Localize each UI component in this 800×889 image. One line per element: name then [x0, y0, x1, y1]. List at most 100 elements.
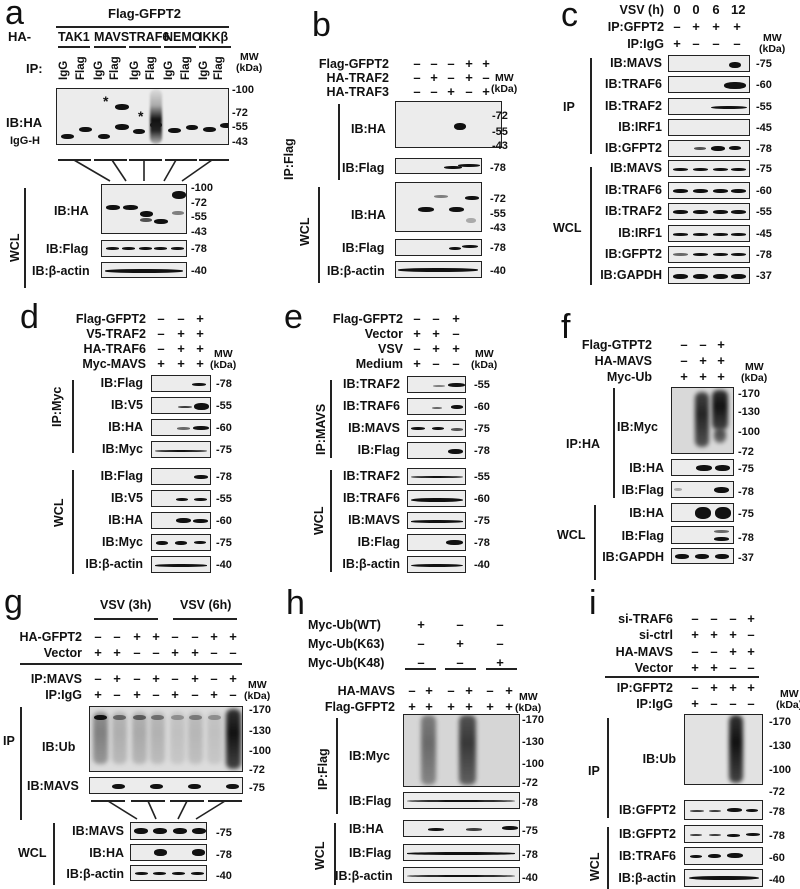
blot-label: IB:Flag: [349, 846, 392, 860]
ubiquitin-smear: [170, 712, 185, 764]
wcl-blot: [668, 225, 750, 242]
ip-blot-ib-ha: [671, 459, 734, 476]
mw-marker: -100: [738, 426, 761, 438]
condition-sign: –: [699, 337, 707, 352]
condition-sign: +: [486, 699, 494, 714]
ip-blot: [668, 55, 750, 72]
protein-band: [675, 554, 689, 559]
wcl-blot: [668, 267, 750, 284]
condition-sign: –: [413, 70, 421, 85]
protein-band: [192, 383, 206, 386]
mw-marker: -37: [756, 270, 772, 282]
condition-sign: –: [430, 56, 438, 71]
ip-blot: [668, 98, 750, 115]
condition-sign: +: [413, 356, 421, 371]
blot-label: IB:Flag: [621, 483, 664, 497]
blot-label: IB:TRAF2: [343, 377, 400, 391]
condition-label: HA-MAVS: [337, 684, 395, 698]
condition-sign: –: [229, 645, 237, 660]
protein-band: [79, 127, 92, 132]
blot-label: IB:V5: [111, 491, 143, 505]
condition-sign: –: [729, 611, 737, 626]
panel-label-h: h: [286, 584, 305, 622]
mw-marker: -170: [769, 716, 792, 728]
protein-band: [449, 247, 461, 250]
condition-sign: –: [94, 629, 102, 644]
construct-label: IKKβ: [199, 30, 229, 44]
ip-blot: [407, 442, 466, 459]
mw-unit: (kDa): [471, 359, 498, 371]
condition-sign: +: [133, 629, 141, 644]
condition-sign: +: [113, 645, 121, 660]
condition-sign: +: [712, 19, 720, 34]
protein-band: [713, 253, 728, 256]
divider-line: [20, 663, 242, 665]
condition-label: IP:IgG: [636, 697, 673, 711]
bracket-line: [330, 470, 332, 572]
bracket-line: [338, 104, 340, 180]
condition-sign: –: [496, 636, 504, 651]
protein-band: [690, 855, 702, 858]
protein-band: [186, 125, 198, 130]
protein-band: [731, 253, 746, 256]
protein-band: [715, 554, 729, 559]
condition-sign: +: [465, 70, 473, 85]
mw-marker: -78: [522, 849, 538, 861]
condition-sign: +: [456, 636, 464, 651]
protein-band: [454, 123, 466, 130]
protein-band: [155, 564, 207, 567]
mw-header: MW: [214, 348, 233, 360]
wcl-blot-ib-ha: [101, 184, 187, 234]
protein-band: [724, 82, 746, 89]
mw-marker: -78: [216, 849, 232, 861]
blot-label: IB:HA: [351, 122, 386, 136]
ip-label: IP:Flag: [316, 748, 330, 790]
protein-band: [194, 475, 208, 479]
protein-band: [451, 405, 463, 409]
mw-unit: (kDa): [491, 83, 518, 95]
condition-sign: –: [171, 671, 179, 686]
condition-sign: –: [94, 671, 102, 686]
mw-marker: -78: [191, 243, 207, 255]
construct-label: MAVS: [94, 30, 130, 44]
condition-sign: +: [133, 687, 141, 702]
mw-unit: (kDa): [236, 62, 263, 74]
protein-band: [123, 205, 138, 210]
mw-marker: -170: [738, 388, 761, 400]
mw-marker: -72: [522, 777, 538, 789]
condition-sign: +: [447, 699, 455, 714]
condition-sign: +: [408, 699, 416, 714]
condition-sign: –: [157, 326, 165, 341]
condition-sign: +: [717, 353, 725, 368]
time-group-label: VSV (6h): [180, 598, 232, 612]
blot-label: IB:β-actin: [327, 264, 385, 278]
condition-sign: 0: [673, 2, 681, 17]
blot-label: IB:Flag: [342, 241, 385, 255]
condition-sign: +: [432, 326, 440, 341]
mw-marker: -78: [216, 378, 232, 390]
condition-sign: +: [210, 629, 218, 644]
wcl-blot: [668, 246, 750, 263]
bracket-line: [607, 718, 609, 818]
mw-marker: -130: [738, 406, 761, 418]
wcl-blot-ib-flag: [395, 239, 482, 256]
protein-band: [194, 541, 206, 544]
condition-label: VSV (h): [619, 3, 664, 17]
protein-band: [444, 166, 462, 169]
condition-sign: +: [417, 617, 425, 632]
protein-band: [193, 519, 208, 523]
wcl-blot: [151, 490, 211, 507]
blot-label: IB:β-actin: [335, 869, 393, 883]
protein-band: [708, 854, 721, 858]
protein-band: [133, 129, 145, 134]
condition-sign: +: [699, 353, 707, 368]
condition-sign: +: [729, 627, 737, 642]
mw-marker: -78: [522, 797, 538, 809]
condition-sign: +: [747, 644, 755, 659]
protein-band: [154, 247, 167, 250]
mw-marker: -78: [490, 242, 506, 254]
panel-label-g: g: [4, 583, 23, 621]
ip-blot-ib-myc: [403, 714, 520, 787]
condition-sign: +: [505, 699, 513, 714]
protein-band: [192, 828, 206, 834]
